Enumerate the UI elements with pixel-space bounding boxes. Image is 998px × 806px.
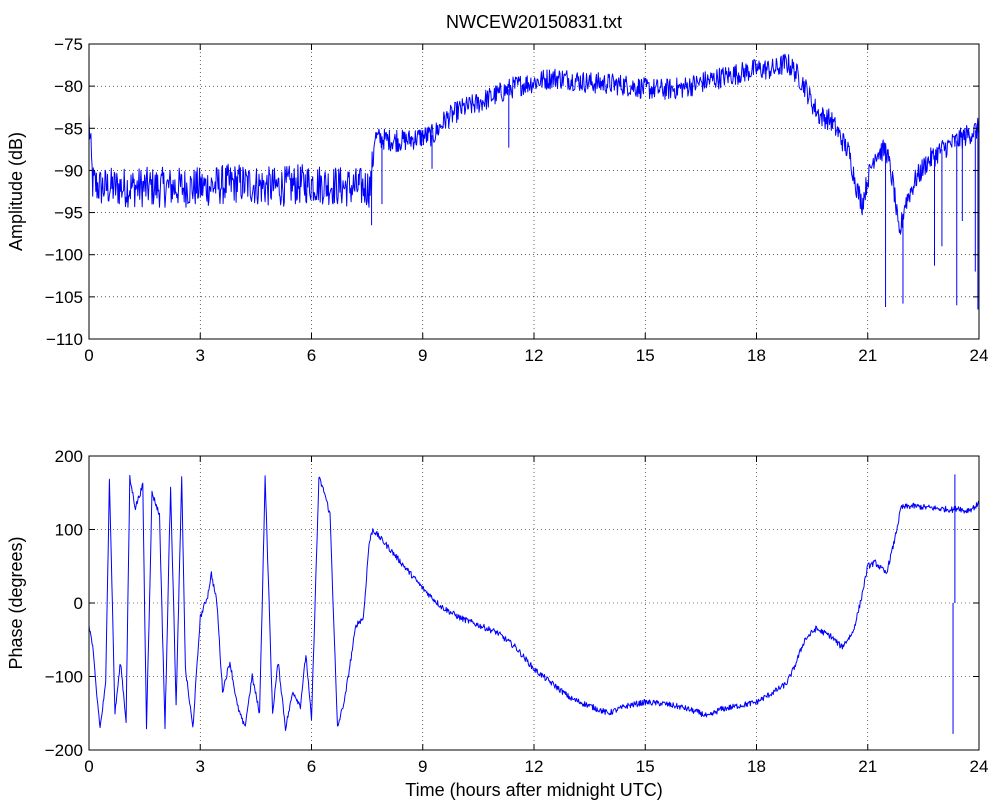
x-tick-label: 12 xyxy=(525,757,544,776)
x-tick-label: 24 xyxy=(970,757,989,776)
y-tick-label: −200 xyxy=(45,741,83,760)
x-tick-label: 18 xyxy=(747,346,766,365)
x-tick-label: 21 xyxy=(858,757,877,776)
x-tick-label: 15 xyxy=(636,346,655,365)
x-tick-label: 3 xyxy=(196,757,205,776)
x-tick-label: 12 xyxy=(525,346,544,365)
x-tick-label: 21 xyxy=(858,346,877,365)
y-tick-label: −110 xyxy=(46,330,83,349)
x-tick-label: 6 xyxy=(307,757,316,776)
x-tick-label: 18 xyxy=(747,757,766,776)
phase-y-axis-label: Phase (degrees) xyxy=(6,536,26,669)
y-tick-label: −100 xyxy=(45,246,83,265)
x-tick-label: 15 xyxy=(636,757,655,776)
x-tick-label: 9 xyxy=(418,346,427,365)
amplitude-axes: 0 3 6 9 12 15 18 21 24 −75 −80 −85 −90 −95 −100 −105 −11… xyxy=(6,35,988,365)
y-tick-label: −105 xyxy=(45,288,83,307)
chart-title: NWCEW20150831.txt xyxy=(446,12,622,32)
x-tick-label: 24 xyxy=(970,346,989,365)
y-tick-label: 0 xyxy=(74,594,83,613)
data-trace xyxy=(88,474,980,731)
amplitude-y-axis-label: Amplitude (dB) xyxy=(6,132,26,251)
phase-x-axis-label: Time (hours after midnight UTC) xyxy=(405,780,662,800)
y-tick-label: 200 xyxy=(55,447,83,466)
x-tick-label: 0 xyxy=(84,757,93,776)
phase-axes: 0 3 6 9 12 15 18 21 24 200 100 0 −100 −200 Phase (deg… xyxy=(6,447,988,800)
y-tick-label: −100 xyxy=(45,668,83,687)
y-tick-label: −85 xyxy=(54,119,83,138)
y-tick-label: −90 xyxy=(54,161,83,180)
x-tick-label: 9 xyxy=(418,757,427,776)
y-tick-label: −80 xyxy=(54,77,83,96)
x-tick-label: 6 xyxy=(307,346,316,365)
y-tick-label: −95 xyxy=(54,204,83,223)
data-trace xyxy=(88,53,980,235)
x-tick-label: 0 xyxy=(84,346,93,365)
y-tick-label: −75 xyxy=(54,35,83,54)
y-tick-label: 100 xyxy=(55,521,83,540)
x-tick-label: 3 xyxy=(196,346,205,365)
